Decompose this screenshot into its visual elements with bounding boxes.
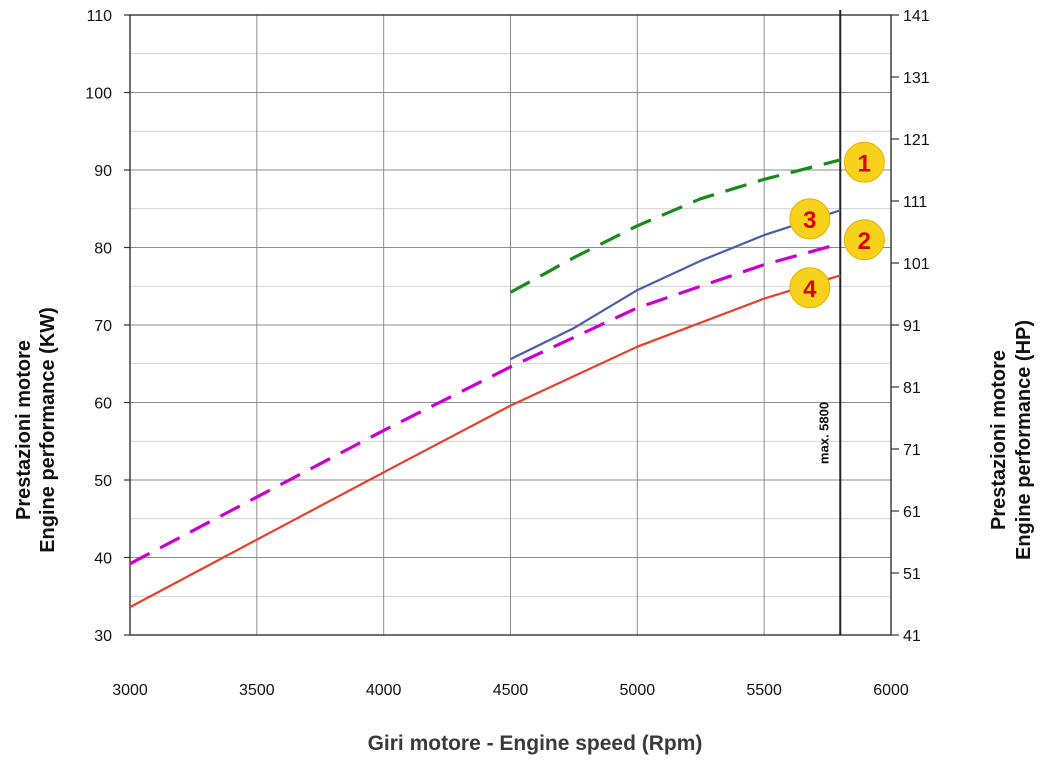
series-marker-1 [843,141,885,183]
series-line-3 [510,209,841,361]
series-marker-label-2: 2 [858,228,871,255]
x-tick-label: 5500 [746,682,782,699]
y-tick-label: 60 [94,396,112,413]
grid [129,14,892,636]
series-markers: 1 3 2 4 [789,141,885,309]
y2-tick-label: 81 [903,380,921,397]
series-marker-2 [843,219,885,261]
y-axis-title-left-line1: Prestazioni motore [13,340,35,520]
y2-tick-label: 121 [903,132,930,149]
series-line-4 [129,274,841,609]
series-marker-label-4: 4 [803,276,817,303]
y-tick-label: 110 [86,8,112,25]
y-axis-title-right-line1: Prestazioni motore [988,350,1010,530]
y-axis-title-left-line2: Engine performance (KW) [37,307,59,553]
y-tick-label: 90 [94,163,112,180]
y-tick-label: 80 [94,241,112,258]
series-line-1 [509,158,841,294]
y2-tick-label: 131 [903,70,930,87]
series-marker-3 [789,198,831,240]
series-marker-label-1: 1 [858,150,871,177]
x-tick-label: 4000 [366,682,402,699]
y-tick-label: 40 [94,551,112,568]
tick-labels: 3040506070809010011041516171819110111112… [85,8,930,699]
x-tick-label: 5000 [620,682,656,699]
x-tick-label: 3500 [239,682,275,699]
x-tick-label: 6000 [873,682,909,699]
y2-tick-label: 111 [903,194,927,211]
series-line-2 [129,242,841,566]
y-axis-title-left: Prestazioni motore Engine performance (K… [13,307,59,553]
series-marker-label-3: 3 [803,207,816,234]
series-lines [129,158,841,609]
x-tick-label: 4500 [493,682,529,699]
y-axis-title-right-line2: Engine performance (HP) [1013,320,1035,560]
y2-tick-label: 61 [903,504,921,521]
y2-tick-label: 41 [903,628,921,645]
y2-tick-label: 141 [903,8,930,25]
y-axis-title-right: Prestazioni motore Engine performance (H… [988,320,1035,560]
y-tick-label: 70 [94,318,112,335]
series-marker-4 [789,267,831,309]
max-rpm-label: max. 5800 [816,402,831,464]
y-tick-label: 50 [94,473,112,490]
plot-frame [124,10,899,636]
y2-tick-label: 101 [903,256,930,273]
y2-tick-label: 91 [903,318,921,335]
y-tick-label: 30 [94,628,112,645]
x-axis-title: Giri motore - Engine speed (Rpm) [368,732,703,755]
y2-tick-label: 71 [903,442,921,459]
y2-tick-label: 51 [903,566,921,583]
x-tick-label: 3000 [112,682,148,699]
y-tick-label: 100 [85,86,112,103]
